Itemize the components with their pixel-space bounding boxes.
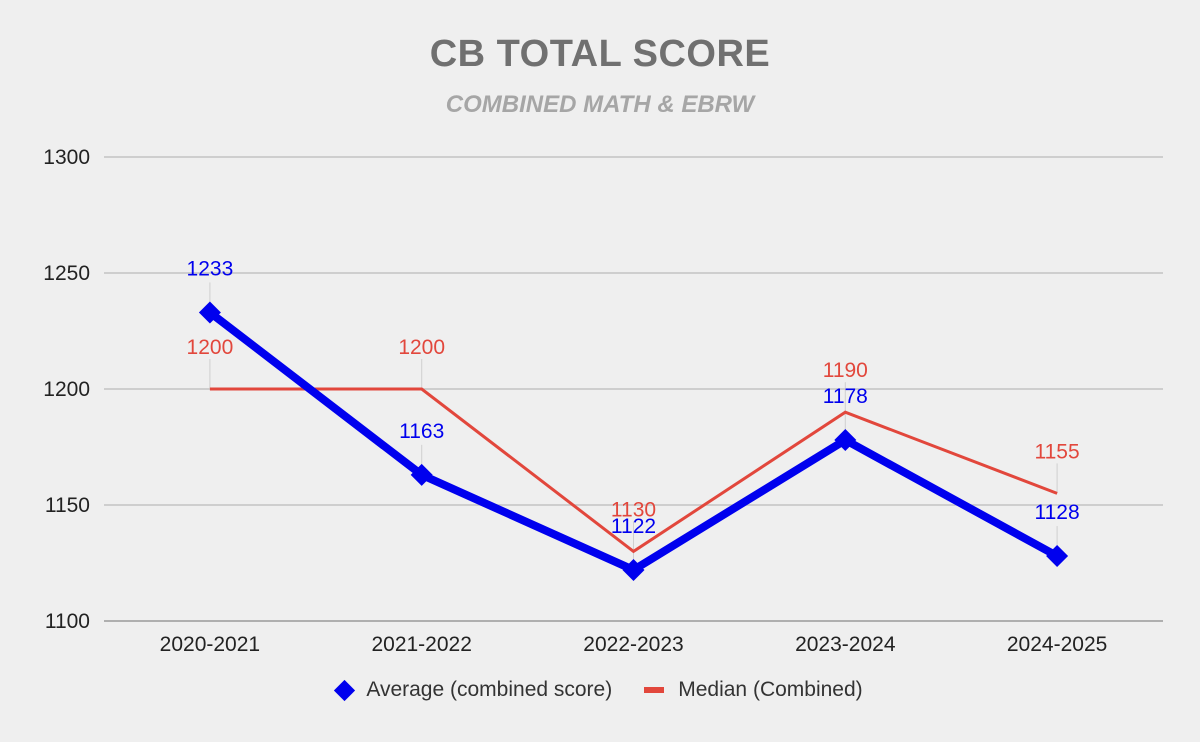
- data-point-average: [834, 429, 857, 452]
- chart-title: CB TOTAL SCORE: [429, 33, 771, 75]
- y-tick-label: 1300: [43, 146, 90, 169]
- y-tick-label: 1250: [43, 262, 90, 285]
- legend-label-average: Average (combined score): [366, 678, 613, 701]
- data-label-average: 1163: [399, 420, 444, 443]
- data-label-median: 1130: [611, 498, 656, 521]
- data-label-average: 1178: [823, 385, 868, 408]
- data-point-average: [410, 463, 433, 486]
- data-label-median: 1200: [398, 336, 445, 359]
- data-label-median: 1190: [823, 359, 868, 382]
- chart-legend: Average (combined score) Median (Combine…: [0, 678, 1200, 702]
- y-tick-label: 1200: [43, 378, 90, 401]
- data-label-average: 1233: [187, 257, 234, 280]
- data-point-average: [622, 558, 645, 581]
- legend-marker-median: [644, 687, 665, 693]
- y-tick-label: 1100: [45, 610, 90, 633]
- x-tick-label: 2023-2024: [795, 633, 896, 656]
- legend-label-median: Median (Combined): [678, 678, 863, 701]
- data-point-average: [1046, 545, 1069, 568]
- x-tick-label: 2020-2021: [160, 633, 260, 656]
- legend-item-average[interactable]: Average (combined score): [334, 678, 613, 702]
- data-label-average: 1122: [611, 515, 656, 538]
- x-tick-label: 2024-2025: [1007, 633, 1107, 656]
- chart-subtitle: COMBINED MATH & EBRW: [445, 91, 755, 118]
- x-tick-label: 2022-2023: [583, 633, 683, 656]
- data-label-median: 1200: [187, 336, 234, 359]
- y-tick-label: 1150: [45, 494, 90, 517]
- data-label-median: 1155: [1035, 440, 1080, 463]
- series-line-median: [209, 387, 1058, 554]
- legend-item-median[interactable]: Median (Combined): [644, 678, 863, 702]
- legend-marker-average: [334, 679, 356, 701]
- data-label-average: 1128: [1035, 501, 1080, 524]
- x-tick-label: 2021-2022: [371, 633, 471, 656]
- data-point-average: [198, 301, 221, 324]
